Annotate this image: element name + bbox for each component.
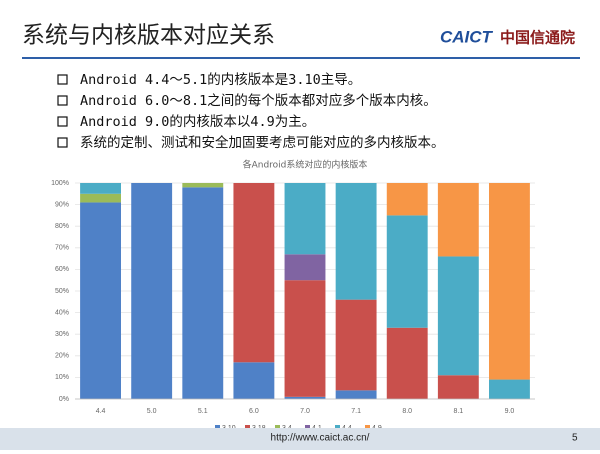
y-tick-label: 40% xyxy=(55,309,69,316)
bar-segment xyxy=(335,390,377,399)
legend-swatch xyxy=(245,425,250,430)
bullet-text: 系统的定制、测试和安全加固要考虑可能对应的多内核版本。 xyxy=(80,134,445,151)
bar-segment xyxy=(233,183,275,363)
bullet-text: Android 9.0的内核版本以4.9为主。 xyxy=(80,114,315,130)
bullet-marker xyxy=(57,95,68,106)
y-tick-label: 10% xyxy=(55,374,69,381)
x-tick-label: 6.0 xyxy=(249,408,259,415)
bullet-markers xyxy=(57,74,68,148)
bar-segment xyxy=(182,187,224,399)
bar-segment xyxy=(386,183,428,216)
bar-segment xyxy=(335,183,377,300)
bullet-text: Android 4.4～5.1的内核版本是3.10主导。 xyxy=(80,72,361,88)
bar-segment xyxy=(386,327,428,399)
y-tick-label: 80% xyxy=(55,223,69,230)
bar-segment xyxy=(284,280,326,397)
y-tick-label: 30% xyxy=(55,331,69,338)
bar-segment xyxy=(284,396,326,399)
y-tick-label: 60% xyxy=(55,266,69,273)
x-tick-label: 4.4 xyxy=(96,408,106,415)
x-tick-label: 5.0 xyxy=(147,408,157,415)
logo-text: 中国信通院 xyxy=(500,29,575,47)
x-tick-label: 9.0 xyxy=(505,408,515,415)
x-tick-label: 5.1 xyxy=(198,408,208,415)
x-tick-label: 7.0 xyxy=(300,408,310,415)
bar-segment xyxy=(437,375,479,399)
bullet-marker xyxy=(57,74,68,85)
bar-segment xyxy=(489,379,530,399)
bullet-text: Android 6.0～8.1之间的每个版本都对应多个版本内核。 xyxy=(80,92,437,109)
footer-url: http://www.caict.ac.cn/ xyxy=(271,433,370,444)
bullet-marker xyxy=(57,137,68,148)
legend-swatch xyxy=(305,425,310,430)
y-tick-label: 100% xyxy=(51,180,69,187)
bar-segment xyxy=(386,215,428,328)
y-tick-label: 70% xyxy=(55,245,69,252)
legend-swatch xyxy=(365,425,370,430)
x-tick-label: 8.0 xyxy=(402,408,412,415)
bullet-marker xyxy=(57,116,68,127)
bar-segment xyxy=(80,193,121,203)
bar-segment xyxy=(437,256,479,376)
bar-segment xyxy=(131,183,173,399)
slide-title: 系统与内核版本对应关系 xyxy=(22,23,275,49)
page-number: 5 xyxy=(572,433,578,444)
bar-segment xyxy=(80,202,121,399)
y-tick-label: 90% xyxy=(55,201,69,208)
bar-segment xyxy=(284,254,326,281)
legend-swatch xyxy=(215,425,220,430)
footer-bar xyxy=(0,428,600,450)
x-tick-label: 7.1 xyxy=(351,408,361,415)
bar-segment xyxy=(489,183,530,380)
legend-swatch xyxy=(335,425,340,430)
y-tick-label: 0% xyxy=(59,396,69,403)
logo-mark: CAICT xyxy=(440,27,494,46)
bar-segment xyxy=(284,183,326,255)
chart: 0% 10% 20% 30% 40% 50% 60% 70% 80% 90% 100% 4.4 5.0 5… xyxy=(51,180,535,432)
bar-segment xyxy=(80,183,121,194)
legend-swatch xyxy=(275,425,280,430)
bar-segment xyxy=(335,299,377,391)
chart-title: 各Android系统对应的内核版本 xyxy=(243,159,368,171)
x-tick-label: 8.1 xyxy=(453,408,463,415)
bar-segment xyxy=(437,183,479,257)
bar-segment xyxy=(233,362,275,399)
bar-segment xyxy=(182,183,224,188)
y-tick-label: 20% xyxy=(55,353,69,360)
y-tick-label: 50% xyxy=(55,288,69,295)
